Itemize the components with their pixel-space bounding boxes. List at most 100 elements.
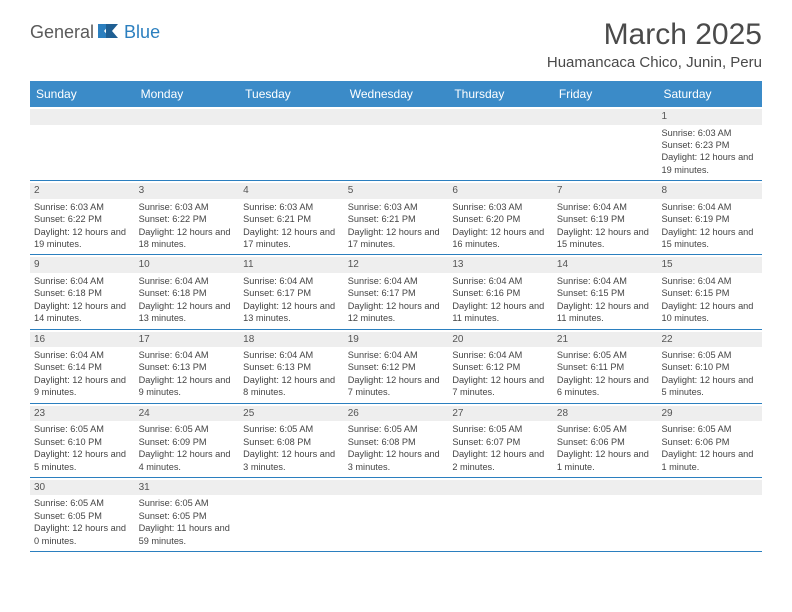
sunset-text: Sunset: 6:10 PM xyxy=(661,361,758,373)
brand-logo: General Blue xyxy=(30,22,160,43)
sunset-text: Sunset: 6:22 PM xyxy=(34,213,131,225)
day-number: 19 xyxy=(344,332,449,348)
day-number: 5 xyxy=(344,183,449,199)
weekday-wed: Wednesday xyxy=(344,81,449,107)
daylight-text: Daylight: 12 hours and 8 minutes. xyxy=(243,374,340,399)
day-number xyxy=(135,109,240,125)
day-number xyxy=(344,480,449,496)
daylight-text: Daylight: 12 hours and 3 minutes. xyxy=(243,448,340,473)
daylight-text: Daylight: 12 hours and 1 minute. xyxy=(661,448,758,473)
day-cell: 15Sunrise: 6:04 AMSunset: 6:15 PMDayligh… xyxy=(657,255,762,328)
day-cell: 23Sunrise: 6:05 AMSunset: 6:10 PMDayligh… xyxy=(30,404,135,477)
sunrise-text: Sunrise: 6:04 AM xyxy=(348,275,445,287)
brand-part1: General xyxy=(30,22,94,43)
week-row: 1Sunrise: 6:03 AMSunset: 6:23 PMDaylight… xyxy=(30,107,762,180)
day-cell: 3Sunrise: 6:03 AMSunset: 6:22 PMDaylight… xyxy=(135,181,240,254)
day-cell: 21Sunrise: 6:05 AMSunset: 6:11 PMDayligh… xyxy=(553,330,658,403)
sunset-text: Sunset: 6:18 PM xyxy=(34,287,131,299)
sunrise-text: Sunrise: 6:04 AM xyxy=(34,275,131,287)
sunset-text: Sunset: 6:19 PM xyxy=(661,213,758,225)
day-number xyxy=(239,480,344,496)
day-cell xyxy=(344,107,449,180)
sunset-text: Sunset: 6:21 PM xyxy=(243,213,340,225)
sunset-text: Sunset: 6:16 PM xyxy=(452,287,549,299)
sunset-text: Sunset: 6:06 PM xyxy=(557,436,654,448)
sunset-text: Sunset: 6:11 PM xyxy=(557,361,654,373)
day-number: 11 xyxy=(239,257,344,273)
sunrise-text: Sunrise: 6:03 AM xyxy=(348,201,445,213)
sunrise-text: Sunrise: 6:05 AM xyxy=(661,423,758,435)
sunset-text: Sunset: 6:05 PM xyxy=(139,510,236,522)
weekday-mon: Monday xyxy=(135,81,240,107)
day-number: 15 xyxy=(657,257,762,273)
weekday-tue: Tuesday xyxy=(239,81,344,107)
day-cell: 6Sunrise: 6:03 AMSunset: 6:20 PMDaylight… xyxy=(448,181,553,254)
day-number xyxy=(30,109,135,125)
sunset-text: Sunset: 6:17 PM xyxy=(348,287,445,299)
daylight-text: Daylight: 12 hours and 4 minutes. xyxy=(139,448,236,473)
day-cell: 1Sunrise: 6:03 AMSunset: 6:23 PMDaylight… xyxy=(657,107,762,180)
daylight-text: Daylight: 12 hours and 9 minutes. xyxy=(139,374,236,399)
sunset-text: Sunset: 6:12 PM xyxy=(348,361,445,373)
daylight-text: Daylight: 12 hours and 7 minutes. xyxy=(348,374,445,399)
day-number: 1 xyxy=(657,109,762,125)
day-number: 16 xyxy=(30,332,135,348)
day-cell xyxy=(657,478,762,551)
sunset-text: Sunset: 6:18 PM xyxy=(139,287,236,299)
day-cell xyxy=(344,478,449,551)
sunset-text: Sunset: 6:22 PM xyxy=(139,213,236,225)
daylight-text: Daylight: 12 hours and 12 minutes. xyxy=(348,300,445,325)
sunrise-text: Sunrise: 6:03 AM xyxy=(452,201,549,213)
day-cell: 10Sunrise: 6:04 AMSunset: 6:18 PMDayligh… xyxy=(135,255,240,328)
day-cell: 8Sunrise: 6:04 AMSunset: 6:19 PMDaylight… xyxy=(657,181,762,254)
daylight-text: Daylight: 12 hours and 17 minutes. xyxy=(243,226,340,251)
daylight-text: Daylight: 12 hours and 13 minutes. xyxy=(243,300,340,325)
daylight-text: Daylight: 12 hours and 2 minutes. xyxy=(452,448,549,473)
sunset-text: Sunset: 6:21 PM xyxy=(348,213,445,225)
sunrise-text: Sunrise: 6:04 AM xyxy=(139,349,236,361)
daylight-text: Daylight: 12 hours and 15 minutes. xyxy=(661,226,758,251)
sunset-text: Sunset: 6:10 PM xyxy=(34,436,131,448)
sunrise-text: Sunrise: 6:05 AM xyxy=(557,349,654,361)
sunset-text: Sunset: 6:15 PM xyxy=(557,287,654,299)
daylight-text: Daylight: 12 hours and 14 minutes. xyxy=(34,300,131,325)
day-number: 24 xyxy=(135,406,240,422)
day-number: 23 xyxy=(30,406,135,422)
weekday-fri: Friday xyxy=(553,81,658,107)
day-number: 2 xyxy=(30,183,135,199)
sunrise-text: Sunrise: 6:05 AM xyxy=(661,349,758,361)
sunrise-text: Sunrise: 6:04 AM xyxy=(34,349,131,361)
day-cell: 28Sunrise: 6:05 AMSunset: 6:06 PMDayligh… xyxy=(553,404,658,477)
daylight-text: Daylight: 12 hours and 16 minutes. xyxy=(452,226,549,251)
sunrise-text: Sunrise: 6:04 AM xyxy=(243,349,340,361)
sunrise-text: Sunrise: 6:03 AM xyxy=(34,201,131,213)
day-number xyxy=(657,480,762,496)
week-row: 30Sunrise: 6:05 AMSunset: 6:05 PMDayligh… xyxy=(30,477,762,551)
day-cell xyxy=(448,107,553,180)
sunrise-text: Sunrise: 6:05 AM xyxy=(139,423,236,435)
daylight-text: Daylight: 12 hours and 9 minutes. xyxy=(34,374,131,399)
sunset-text: Sunset: 6:08 PM xyxy=(243,436,340,448)
day-number: 30 xyxy=(30,480,135,496)
week-row: 16Sunrise: 6:04 AMSunset: 6:14 PMDayligh… xyxy=(30,329,762,403)
day-number xyxy=(344,109,449,125)
sunrise-text: Sunrise: 6:03 AM xyxy=(243,201,340,213)
daylight-text: Daylight: 12 hours and 10 minutes. xyxy=(661,300,758,325)
sunset-text: Sunset: 6:15 PM xyxy=(661,287,758,299)
sunrise-text: Sunrise: 6:04 AM xyxy=(452,275,549,287)
day-number: 14 xyxy=(553,257,658,273)
location-subtitle: Huamancaca Chico, Junin, Peru xyxy=(547,54,762,71)
daylight-text: Daylight: 12 hours and 19 minutes. xyxy=(34,226,131,251)
daylight-text: Daylight: 12 hours and 5 minutes. xyxy=(661,374,758,399)
day-cell xyxy=(239,478,344,551)
day-cell: 7Sunrise: 6:04 AMSunset: 6:19 PMDaylight… xyxy=(553,181,658,254)
day-cell xyxy=(239,107,344,180)
day-number: 26 xyxy=(344,406,449,422)
day-cell xyxy=(553,478,658,551)
flag-icon xyxy=(98,23,120,42)
header: General Blue March 2025 Huamancaca Chico… xyxy=(30,18,762,71)
sunset-text: Sunset: 6:13 PM xyxy=(243,361,340,373)
sunrise-text: Sunrise: 6:04 AM xyxy=(348,349,445,361)
sunrise-text: Sunrise: 6:04 AM xyxy=(661,201,758,213)
sunset-text: Sunset: 6:07 PM xyxy=(452,436,549,448)
